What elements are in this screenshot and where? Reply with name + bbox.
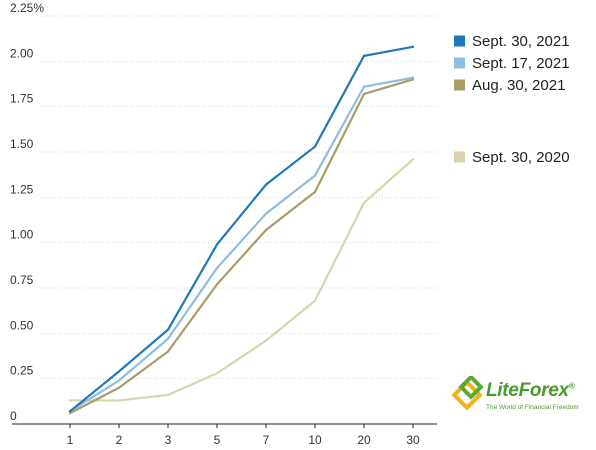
- legend-label: Sept. 30, 2021: [472, 33, 570, 50]
- y-tick-label: 0.75: [10, 273, 34, 287]
- legend-label: Aug. 30, 2021: [472, 77, 565, 94]
- series-point: [166, 350, 170, 353]
- y-tick-label: 0.50: [10, 318, 34, 332]
- y-tick-label: 0.25: [10, 364, 34, 378]
- series-point: [215, 372, 219, 375]
- y-tick-label: 1.00: [10, 228, 34, 242]
- series-point: [166, 328, 170, 331]
- series-point: [264, 212, 268, 215]
- y-axis-tick-labels: 0 0.25 0.50 0.75 1.00 1.25 1.50 1.75 2.00 2.25%: [10, 1, 44, 423]
- x-tick-label: 1: [67, 433, 74, 447]
- series-point: [362, 201, 366, 204]
- series-point: [117, 370, 121, 373]
- liteforex-logo-icon: [452, 376, 484, 411]
- series-point: [411, 45, 415, 48]
- series-line-0: [68, 45, 415, 413]
- series-line-1: [68, 76, 415, 413]
- y-tick-label: 2.00: [10, 46, 34, 60]
- x-tick-label: 30: [406, 433, 420, 447]
- series-point: [117, 386, 121, 389]
- series-point: [362, 92, 366, 96]
- series-point: [411, 76, 415, 79]
- x-tick-label: 10: [308, 433, 322, 447]
- series-point: [215, 266, 219, 270]
- series-point: [264, 339, 268, 342]
- y-tick-label: 1.75: [10, 92, 34, 106]
- legend-swatch: [454, 35, 465, 47]
- series-point: [117, 379, 121, 382]
- watermark-tagline: The World of Financial Freedom: [486, 404, 579, 411]
- grid-layer: [12, 15, 437, 425]
- legend-swatch: [454, 57, 465, 69]
- series-point: [166, 393, 170, 397]
- x-tick-label: 7: [263, 433, 270, 447]
- legend: Sept. 30, 2021 Sept. 17, 2021 Aug. 30, 202…: [454, 33, 570, 166]
- series-point: [215, 243, 219, 246]
- series-point: [362, 85, 366, 88]
- legend-swatch: [454, 79, 465, 91]
- series-point: [117, 399, 121, 402]
- y-tick-label: 1.50: [10, 137, 34, 151]
- x-tick-label: 2: [116, 433, 123, 447]
- x-tick-label: 5: [214, 433, 221, 447]
- series-line-2: [68, 78, 415, 415]
- liteforex-watermark: LiteForex® The World of Financial Freedo…: [452, 372, 592, 428]
- series-line-3: [68, 158, 415, 402]
- watermark-brand: LiteForex®: [486, 380, 575, 401]
- x-axis-tick-labels: 1 2 3 5 7 10 20 30: [67, 424, 420, 447]
- legend-swatch: [454, 151, 465, 163]
- y-tick-label: 2.25%: [10, 1, 44, 15]
- series-point: [411, 78, 415, 81]
- series-point: [411, 158, 415, 161]
- series-point: [68, 410, 72, 413]
- series-point: [68, 412, 72, 415]
- legend-label: Sept. 17, 2021: [472, 55, 570, 72]
- x-tick-label: 3: [165, 433, 172, 447]
- x-tick-label: 20: [357, 433, 371, 447]
- series-point: [166, 337, 170, 340]
- series-point: [313, 299, 317, 302]
- series-lines: [68, 45, 415, 415]
- series-point: [215, 283, 219, 286]
- y-tick-label: 0: [10, 409, 17, 423]
- series-point: [264, 228, 268, 232]
- series-point: [362, 54, 366, 57]
- series-point: [313, 145, 317, 148]
- y-tick-label: 1.25: [10, 182, 34, 196]
- series-point: [264, 183, 268, 186]
- series-point: [313, 174, 317, 177]
- series-point: [68, 399, 72, 402]
- legend-label: Sept. 30, 2020: [472, 149, 570, 166]
- series-point: [313, 190, 317, 193]
